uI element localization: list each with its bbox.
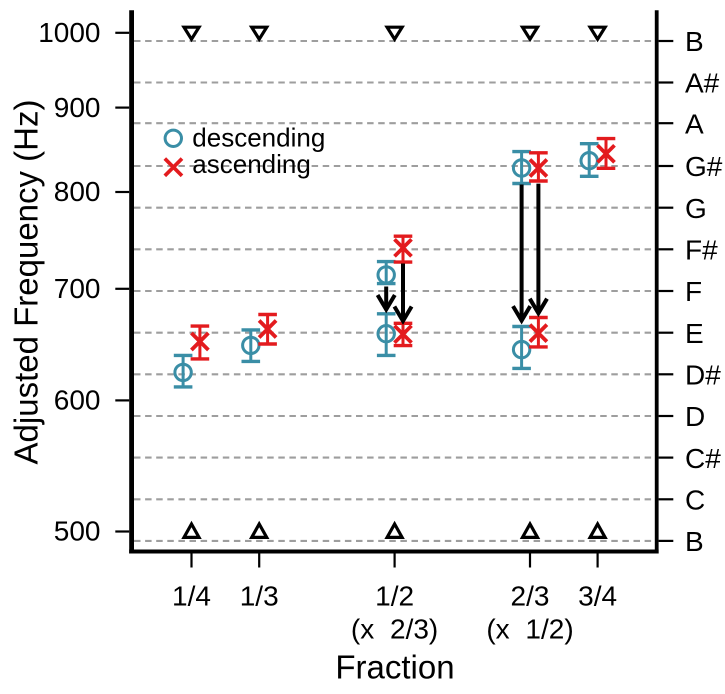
svg-text:Adjusted Frequency (Hz): Adjusted Frequency (Hz) (8, 100, 45, 465)
svg-text:800: 800 (54, 176, 101, 207)
svg-text:G#: G# (685, 151, 723, 182)
svg-text:Fraction: Fraction (335, 649, 454, 686)
svg-text:descending: descending (192, 123, 325, 153)
svg-text:1000: 1000 (38, 17, 100, 48)
svg-text:C#: C# (685, 443, 721, 474)
svg-text:A: A (685, 108, 704, 139)
svg-text:2/3: 2/3 (511, 580, 550, 611)
svg-text:700: 700 (54, 273, 101, 304)
svg-text:B: B (685, 526, 704, 557)
svg-text:900: 900 (54, 92, 101, 123)
svg-text:F#: F# (685, 235, 718, 266)
svg-text:500: 500 (54, 516, 101, 547)
svg-text:3/4: 3/4 (578, 580, 617, 611)
svg-text:F: F (685, 276, 702, 307)
svg-text:E: E (685, 318, 704, 349)
svg-text:1/3: 1/3 (240, 580, 279, 611)
svg-text:D: D (685, 401, 705, 432)
svg-text:1/2: 1/2 (375, 580, 414, 611)
svg-text:600: 600 (54, 385, 101, 416)
svg-text:(x 1/2): (x 1/2) (486, 613, 573, 644)
svg-text:C: C (685, 485, 705, 516)
svg-text:B: B (685, 26, 704, 57)
svg-text:G: G (685, 193, 707, 224)
svg-text:ascending: ascending (192, 149, 311, 179)
svg-text:D#: D# (685, 360, 721, 391)
svg-text:A#: A# (685, 68, 720, 99)
svg-text:(x 2/3): (x 2/3) (351, 613, 438, 644)
svg-text:1/4: 1/4 (172, 580, 211, 611)
